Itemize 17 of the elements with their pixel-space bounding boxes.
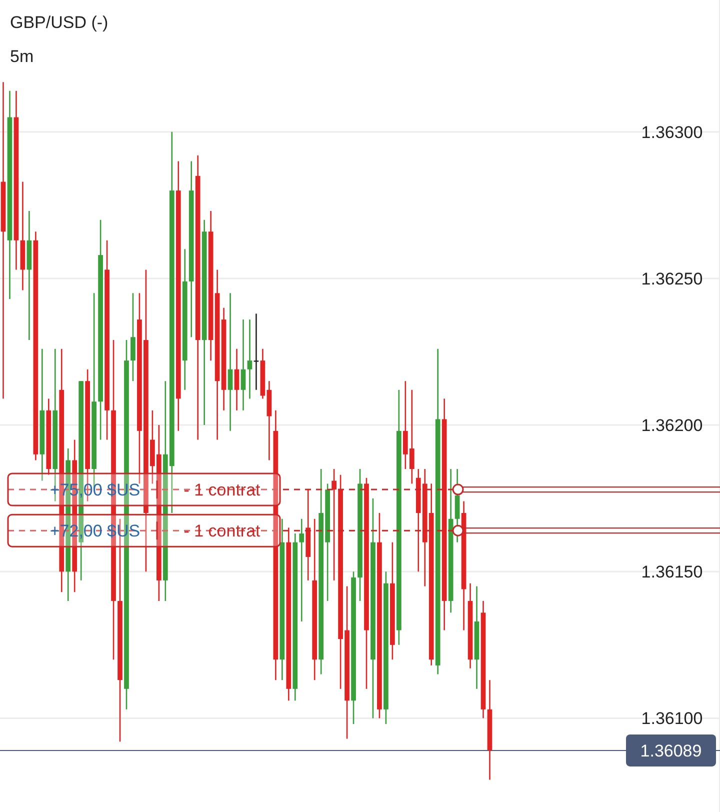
candlestick [332, 468, 336, 582]
text: 5m [10, 47, 34, 66]
ref-line-label: 1.36089 [640, 741, 702, 760]
candlestick [247, 318, 252, 400]
y-tick-label: 1.36300 [641, 122, 703, 142]
y-tick-label: 1.36150 [641, 562, 703, 582]
candlestick [234, 348, 240, 412]
candlestick [454, 468, 460, 543]
candlestick [254, 313, 259, 391]
candlestick [240, 318, 246, 412]
candlestick [299, 518, 304, 622]
y-tick-label: 1.36100 [641, 709, 703, 728]
text: GBP/USD (-) [10, 13, 108, 32]
candlestick [228, 292, 233, 432]
y-tick-label: 1.36200 [641, 416, 703, 436]
candlestick [130, 292, 136, 382]
y-tick-label: 1.36250 [641, 269, 703, 288]
